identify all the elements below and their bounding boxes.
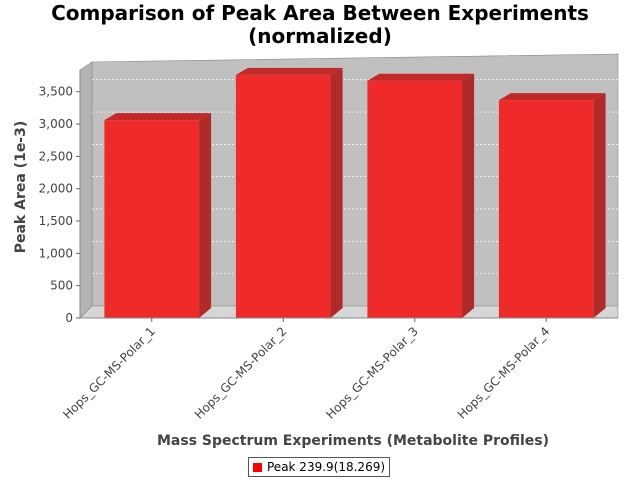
x-tick-label: Hops_GC-MS-Polar_4 bbox=[455, 324, 553, 422]
bar-side bbox=[462, 73, 475, 319]
chart-title-line-2: (normalized) bbox=[248, 24, 392, 48]
x-axis-label: Mass Spectrum Experiments (Metabolite Pr… bbox=[157, 433, 549, 449]
y-tick-label: 1,500 bbox=[39, 214, 73, 228]
bar-top bbox=[235, 67, 343, 75]
y-tick-label: 2,500 bbox=[39, 149, 73, 163]
bar-side bbox=[593, 93, 606, 318]
bar bbox=[104, 113, 212, 318]
y-tick-label: 1,000 bbox=[39, 246, 73, 260]
x-tick-label: Hops_GC-MS-Polar_1 bbox=[60, 324, 158, 422]
axes bbox=[79, 70, 618, 319]
legend: Peak 239.9(18.269) bbox=[248, 457, 391, 477]
y-tick-label: 2,000 bbox=[39, 182, 73, 196]
y-tick-label: 3,000 bbox=[39, 117, 73, 131]
bars bbox=[104, 67, 606, 319]
y-tick-label: 0 bbox=[65, 311, 73, 325]
bar-side bbox=[199, 113, 212, 318]
bar-top bbox=[498, 93, 606, 101]
bar-front bbox=[104, 120, 200, 318]
bar-front bbox=[235, 74, 331, 318]
plot-left-wall bbox=[79, 61, 93, 319]
bar-top bbox=[104, 113, 212, 121]
bar bbox=[498, 93, 606, 318]
y-tick-label: 3,500 bbox=[39, 85, 73, 99]
x-tick-label: Hops_GC-MS-Polar_2 bbox=[192, 324, 290, 422]
x-tick-label: Hops_GC-MS-Polar_3 bbox=[323, 324, 421, 422]
y-tick-label: 500 bbox=[50, 279, 73, 293]
y-tick-labels: 0 500 1,000 1,500 2,000 2,500 3,000 3,500 bbox=[39, 85, 80, 325]
legend-label: Peak 239.9(18.269) bbox=[267, 460, 386, 474]
bar bbox=[367, 73, 475, 319]
bar-front bbox=[498, 100, 594, 318]
y-axis-label: Peak Area (1e-3) bbox=[13, 121, 29, 254]
bar bbox=[235, 67, 343, 318]
legend-swatch bbox=[253, 462, 262, 472]
chart-title-line-1: Comparison of Peak Area Between Experime… bbox=[51, 1, 589, 25]
x-tick-labels: Hops_GC-MS-Polar_1 Hops_GC-MS-Polar_2 Hops… bbox=[60, 318, 552, 422]
bar-front bbox=[367, 80, 463, 319]
bar-top bbox=[367, 73, 475, 81]
bar-side bbox=[330, 67, 343, 318]
chart-title: Comparison of Peak Area Between Experime… bbox=[0, 2, 640, 48]
